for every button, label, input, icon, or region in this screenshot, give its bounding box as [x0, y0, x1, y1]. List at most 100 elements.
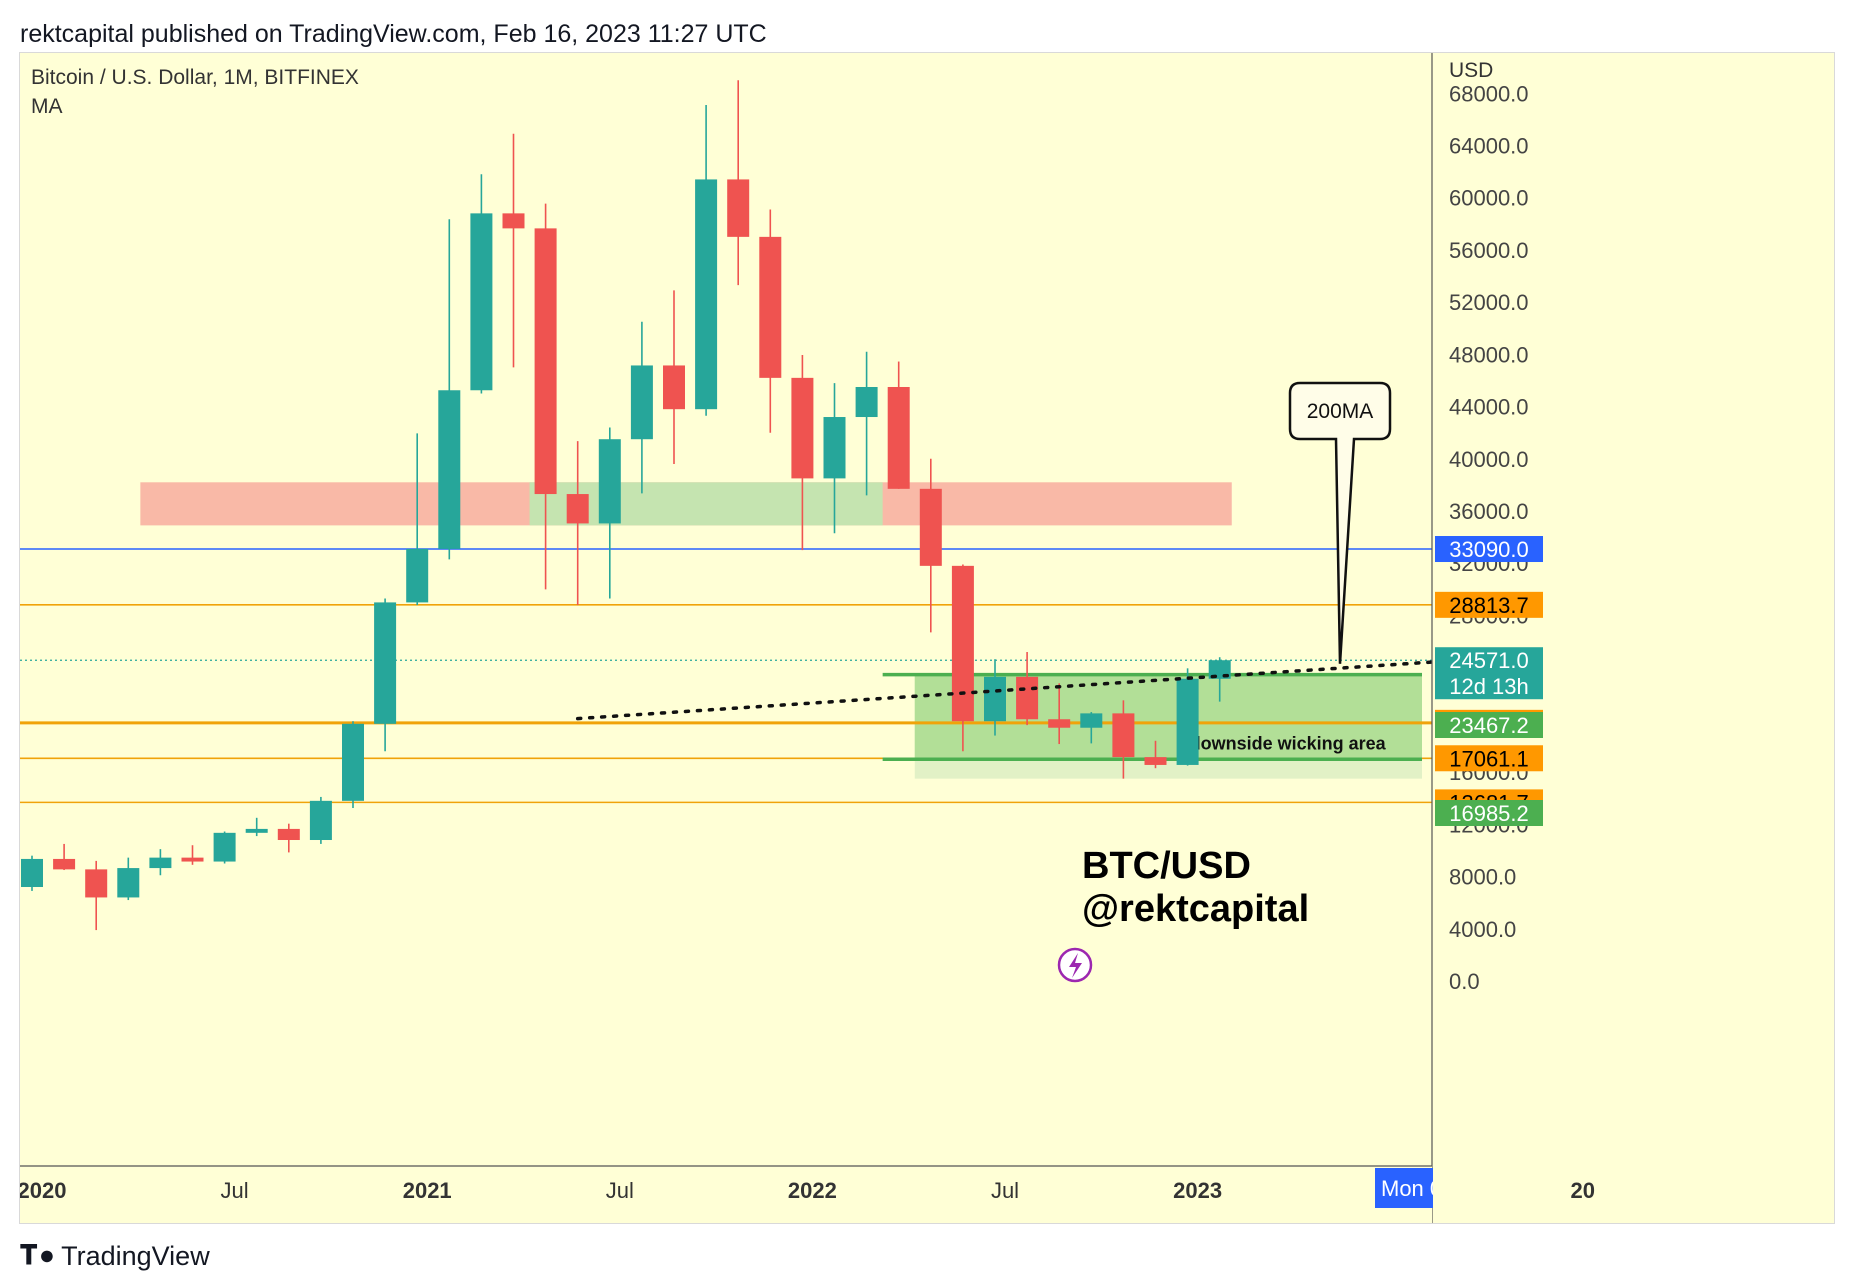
candle-body — [438, 390, 461, 549]
x-tick-label: Jul — [221, 1178, 249, 1203]
wicking-area-label: downside wicking area — [1190, 733, 1387, 753]
candle-body — [1048, 719, 1071, 728]
candle[interactable] — [213, 831, 236, 864]
indicator-legend: MA — [31, 95, 63, 118]
tradingview-logo-icon: 𝐓 ● — [20, 1240, 55, 1270]
candle-body — [502, 213, 525, 229]
candle[interactable] — [791, 355, 814, 551]
candle[interactable] — [21, 855, 43, 891]
candle-body — [1112, 713, 1135, 758]
last-price-tag: 24571.0 — [1449, 648, 1529, 673]
ma-callout — [1288, 381, 1392, 664]
price-tag: 17061.1 — [1449, 746, 1529, 771]
candle-body — [309, 800, 332, 841]
candle[interactable] — [277, 823, 300, 853]
candle-body — [53, 858, 76, 870]
candle[interactable] — [984, 659, 1006, 736]
candle[interactable] — [53, 843, 76, 871]
price-tag-bg — [1435, 536, 1543, 563]
candle[interactable] — [695, 105, 718, 416]
candle-body — [534, 228, 557, 495]
callout-shape — [1288, 381, 1392, 664]
candle-body — [85, 869, 108, 898]
candle-body — [1016, 676, 1039, 720]
candle[interactable] — [85, 860, 108, 931]
candle[interactable] — [245, 817, 268, 837]
candle-body — [21, 858, 43, 888]
support-tag-bg — [1435, 712, 1543, 738]
x-tick-label: Jul — [606, 1178, 634, 1203]
candle-body — [149, 857, 172, 869]
price-tag-bg — [1435, 591, 1543, 618]
candle[interactable] — [727, 80, 750, 286]
cursor-date-tag: Mon 0 — [1381, 1176, 1442, 1201]
y-tick-label: 52000.0 — [1449, 290, 1529, 315]
y-tick-label: 36000.0 — [1449, 499, 1529, 524]
support-tag: 16985.2 — [1449, 801, 1529, 826]
candle[interactable] — [855, 351, 878, 496]
candle[interactable] — [438, 219, 461, 560]
price-scale[interactable] — [1432, 53, 1834, 1223]
candle[interactable] — [406, 433, 429, 606]
candle[interactable] — [951, 564, 974, 752]
candle-body — [951, 565, 974, 722]
candle[interactable] — [309, 796, 332, 844]
candlestick-chart[interactable]: downside wicking area 200MA BTC/USD@rektca… — [20, 53, 1834, 1223]
candle[interactable] — [1176, 668, 1199, 766]
candle[interactable] — [1048, 683, 1071, 745]
candle-body — [855, 386, 878, 418]
y-tick-label: 40000.0 — [1449, 447, 1529, 472]
callout-text: 200MA — [1307, 400, 1374, 423]
candle[interactable] — [919, 458, 942, 633]
chart-area[interactable]: downside wicking area 200MA BTC/USD @rektca… — [19, 52, 1835, 1224]
footer: 𝐓 ● TradingView — [20, 1240, 210, 1272]
lightning-icon[interactable] — [1057, 947, 1093, 983]
ma-200-line — [575, 654, 1527, 721]
candle[interactable] — [887, 361, 910, 489]
x-tick-label: 20 — [1571, 1178, 1595, 1203]
candle[interactable] — [823, 383, 846, 534]
last-price-tag-bg — [1435, 647, 1543, 700]
watermark-title: BTC/USD — [1082, 845, 1251, 887]
candle[interactable] — [1080, 712, 1103, 744]
candle[interactable] — [534, 203, 557, 590]
publisher-header: rektcapital published on TradingView.com… — [20, 20, 767, 48]
candle-body — [117, 868, 140, 898]
candle[interactable] — [374, 598, 397, 752]
candle[interactable] — [181, 845, 204, 865]
y-tick-label: 4000.0 — [1449, 917, 1516, 942]
candle[interactable] — [502, 133, 525, 368]
candle-body — [919, 488, 942, 566]
candle[interactable] — [1144, 740, 1167, 769]
candle-body — [727, 179, 750, 237]
candle[interactable] — [663, 290, 685, 465]
candle[interactable] — [1112, 700, 1135, 779]
cursor-date-tag-bg — [1375, 1168, 1433, 1208]
y-tick-label: 68000.0 — [1449, 81, 1529, 106]
time-axis[interactable] — [20, 1166, 1432, 1223]
price-tag: 33090.0 — [1449, 537, 1529, 562]
candle[interactable] — [117, 857, 140, 901]
support-tag-bg — [1435, 800, 1543, 826]
footer-brand: TradingView — [61, 1240, 210, 1271]
bar-countdown: 12d 13h — [1449, 674, 1529, 699]
candle-body — [695, 179, 718, 410]
candle[interactable] — [566, 441, 589, 606]
candle[interactable] — [470, 174, 493, 394]
candle[interactable] — [759, 209, 782, 433]
candle[interactable] — [149, 849, 172, 876]
candle-body — [887, 386, 910, 489]
candle[interactable] — [342, 721, 364, 809]
candle-body — [984, 676, 1006, 722]
y-tick-label: 44000.0 — [1449, 395, 1529, 420]
candle-body — [791, 377, 814, 479]
candle-body — [406, 548, 429, 603]
candle-body — [630, 365, 653, 440]
candle-body — [277, 828, 300, 841]
price-tag-bg — [1435, 745, 1543, 772]
candle[interactable] — [598, 427, 621, 599]
candle-body — [759, 236, 782, 378]
candle[interactable] — [630, 321, 653, 494]
currency-label: USD — [1449, 59, 1493, 82]
candle-body — [213, 832, 236, 862]
